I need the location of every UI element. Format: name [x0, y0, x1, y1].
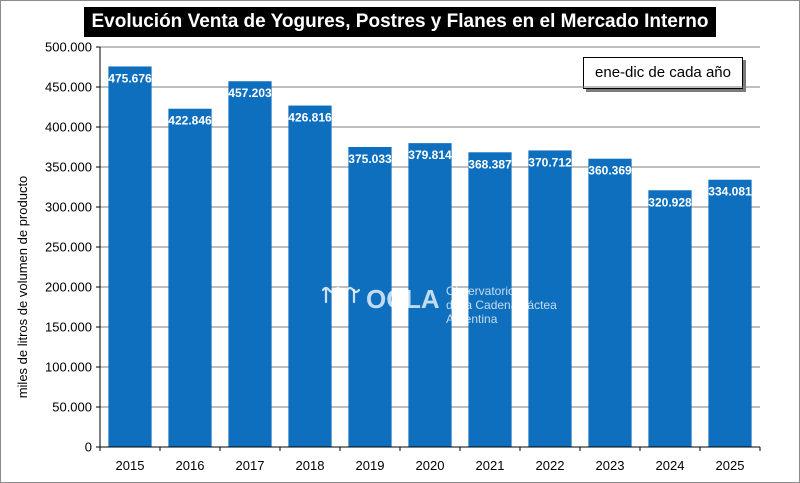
y-tick-label: 50.000 — [52, 400, 92, 415]
y-tick-label: 400.000 — [45, 120, 92, 135]
ocla-logo-icon — [321, 286, 361, 304]
ocla-watermark: OCLA Observatorio de la Cadena Láctea Ar… — [321, 284, 557, 326]
bar-value-label: 334.081 — [708, 185, 752, 199]
y-tick-label: 150.000 — [45, 320, 92, 335]
y-tick-label: 300.000 — [45, 200, 92, 215]
bar-value-label: 426.816 — [288, 111, 332, 125]
bar-value-label: 457.203 — [228, 86, 272, 100]
y-tick-label: 200.000 — [45, 280, 92, 295]
y-tick-label: 450.000 — [45, 80, 92, 95]
bar-2024 — [648, 190, 692, 447]
watermark-brand: OCLA — [366, 284, 440, 314]
bar-2019 — [348, 146, 392, 447]
x-tick-label: 2020 — [416, 458, 445, 473]
bar-value-label: 422.846 — [168, 114, 212, 128]
bar-value-label: 379.814 — [408, 148, 452, 162]
x-tick-label: 2018 — [296, 458, 325, 473]
x-tick-label: 2022 — [536, 458, 565, 473]
bar-value-label: 360.369 — [588, 164, 632, 178]
y-tick-label: 0 — [85, 440, 92, 455]
bar-value-label: 375.033 — [348, 152, 392, 166]
y-axis-title: miles de litros de volumen de producto — [15, 176, 30, 399]
x-tick-label: 2025 — [716, 458, 745, 473]
bar-value-label: 368.387 — [468, 157, 512, 171]
x-tick-label: 2017 — [236, 458, 265, 473]
x-tick-labels: 2015 2016 2017 2018 2019 2020 2021 2022 2023 2024… — [99, 447, 761, 473]
x-tick-label: 2023 — [596, 458, 625, 473]
y-tick-label: 500.000 — [45, 40, 92, 55]
chart-subtitle: ene-dic de cada año — [583, 57, 743, 89]
watermark-line-1: Observatorio — [446, 284, 515, 298]
y-tick-label: 250.000 — [45, 240, 92, 255]
bar-2022 — [528, 150, 572, 447]
bar-2016 — [168, 108, 212, 447]
bar-value-label: 320.928 — [648, 195, 692, 209]
y-tick-labels: 0 50.000 100.000 150.000 200.000 250.000 300.0… — [45, 40, 100, 455]
bar-2023 — [588, 158, 632, 447]
bar-2021 — [468, 152, 512, 447]
x-tick-label: 2024 — [656, 458, 685, 473]
bar-series: 475.676 422.846 457.203 426.816 375.033 379.8… — [108, 66, 752, 447]
bar-2015 — [108, 66, 152, 447]
bar-value-label: 475.676 — [108, 71, 152, 85]
bar-2025 — [708, 179, 752, 447]
y-tick-label: 100.000 — [45, 360, 92, 375]
y-tick-label: 350.000 — [45, 160, 92, 175]
bar-2018 — [288, 105, 332, 447]
x-tick-label: 2021 — [476, 458, 505, 473]
x-tick-label: 2019 — [356, 458, 385, 473]
bar-2020 — [408, 143, 452, 447]
bar-2017 — [228, 81, 272, 447]
bar-value-label: 370.712 — [528, 155, 572, 169]
watermark-line-3: Argentina — [446, 312, 498, 326]
chart-title: Evolución Venta de Yogures, Postres y Fl… — [84, 7, 716, 37]
x-tick-label: 2015 — [116, 458, 145, 473]
watermark-line-2: de la Cadena Láctea — [446, 298, 557, 312]
x-tick-label: 2016 — [176, 458, 205, 473]
